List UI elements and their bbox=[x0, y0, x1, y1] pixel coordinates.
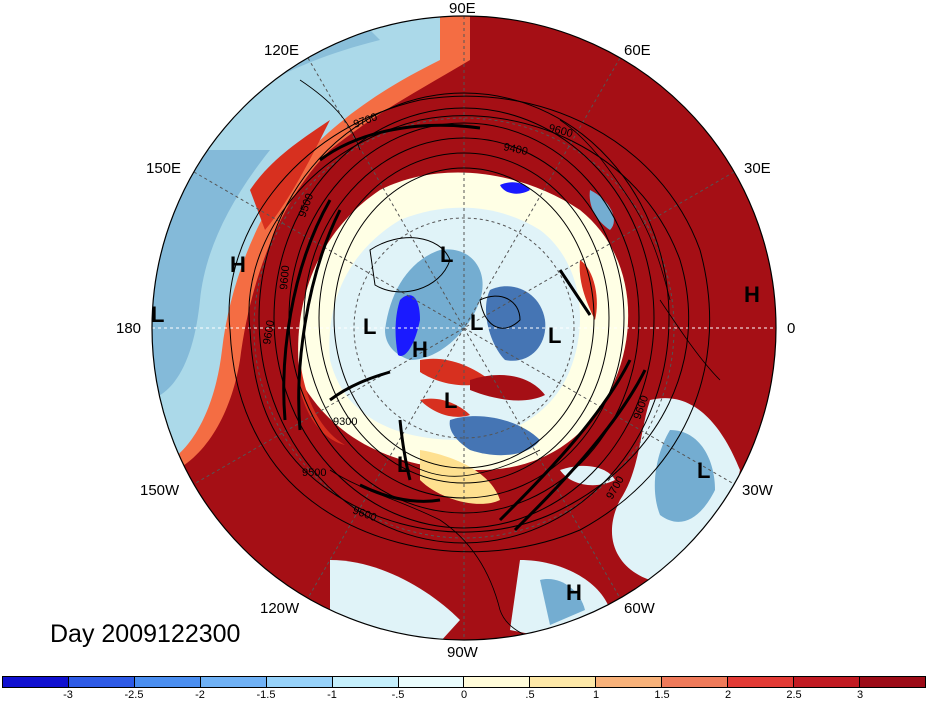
colorbar-tick-label: 0 bbox=[460, 689, 468, 701]
map-boundary bbox=[151, 15, 777, 641]
pressure-center-h: H bbox=[230, 252, 246, 277]
pressure-center-l: L bbox=[444, 388, 457, 413]
colorbar-cell bbox=[464, 677, 531, 687]
pressure-center-l: L bbox=[697, 458, 710, 483]
lon-label-90e: 90E bbox=[449, 0, 476, 17]
colorbar-tick-label: 2 bbox=[724, 689, 732, 701]
pressure-center-h: H bbox=[412, 337, 428, 362]
lon-label-150e: 150E bbox=[146, 160, 182, 177]
anomaly-field bbox=[152, 16, 776, 640]
colorbar-cell bbox=[266, 677, 333, 687]
colorbar-tick-label: -1 bbox=[327, 689, 337, 701]
colorbar-cell bbox=[68, 677, 135, 687]
pressure-center-l: L bbox=[440, 242, 453, 267]
colorbar-cell bbox=[530, 677, 597, 687]
lon-label-60w: 60W bbox=[624, 600, 655, 617]
pressure-center-l: L bbox=[151, 302, 164, 327]
pressure-center-l: L bbox=[397, 452, 410, 477]
colorbar-tick-label: -2.5 bbox=[124, 689, 144, 701]
colorbar-cell bbox=[859, 677, 925, 687]
lon-label-180: 180 bbox=[116, 320, 142, 337]
lon-label-30e: 30E bbox=[744, 160, 771, 177]
colorbar-tick-label: 1.5 bbox=[654, 689, 670, 701]
colorbar-tick-label: 2.5 bbox=[786, 689, 802, 701]
colorbar-tick-label: -3 bbox=[63, 689, 73, 701]
lon-label-150w: 150W bbox=[140, 482, 180, 499]
colorbar-ticks: -3 -2.5 -2 -1.5 -1 -.5 0 .5 1 1.5 2 2.5 3 bbox=[2, 689, 926, 702]
colorbar-cell bbox=[596, 677, 663, 687]
colorbar-cell bbox=[398, 677, 465, 687]
colorbar-cell bbox=[794, 677, 860, 687]
colorbar-tick-label: -.5 bbox=[391, 689, 405, 701]
colorbar-cell bbox=[728, 677, 795, 687]
contour-label: 9600 bbox=[261, 319, 277, 345]
colorbar-cell bbox=[332, 677, 399, 687]
lon-label-0: 0 bbox=[787, 320, 796, 337]
lon-label-90w: 90W bbox=[447, 644, 478, 661]
colorbar-tick-label: -2 bbox=[195, 689, 205, 701]
colorbar-cell bbox=[200, 677, 267, 687]
contour-label: 9300 bbox=[333, 416, 357, 428]
lon-label-120w: 120W bbox=[260, 600, 300, 617]
colorbar-tick-label: .5 bbox=[525, 689, 535, 701]
colorbar-cell bbox=[134, 677, 201, 687]
colorbar-cell bbox=[3, 677, 69, 687]
colorbar-tick-label: 3 bbox=[856, 689, 864, 701]
pressure-center-l: L bbox=[363, 314, 376, 339]
lon-label-60e: 60E bbox=[624, 42, 651, 59]
colorbar-tick-label: -1.5 bbox=[256, 689, 276, 701]
colorbar-tick-label: 1 bbox=[592, 689, 600, 701]
polar-map: 9700 9600 9400 9300 9500 9600 9600 9700 … bbox=[151, 15, 777, 641]
lon-label-120e: 120E bbox=[264, 42, 300, 59]
pressure-center-h: H bbox=[566, 580, 582, 605]
contour-label: 9400 bbox=[502, 141, 528, 158]
colorbar bbox=[2, 676, 926, 688]
pressure-center-h: H bbox=[744, 282, 760, 307]
colorbar-cell bbox=[662, 677, 729, 687]
pressure-center-l: L bbox=[548, 323, 561, 348]
pressure-center-l: L bbox=[470, 310, 483, 335]
contour-label: 9600 bbox=[278, 265, 292, 290]
day-caption: Day 2009122300 bbox=[50, 620, 241, 648]
lon-label-30w: 30W bbox=[742, 482, 773, 499]
contour-label: 9500 bbox=[302, 467, 326, 479]
